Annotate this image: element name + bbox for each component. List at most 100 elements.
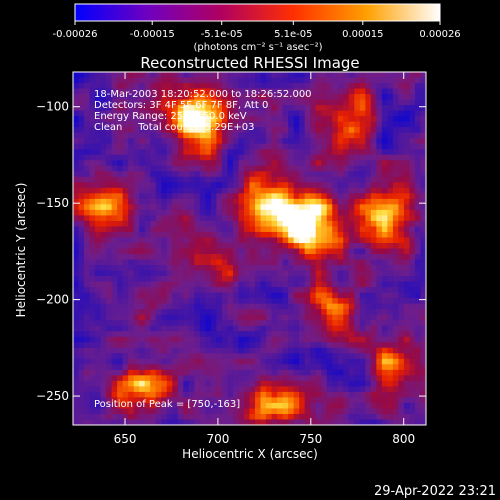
heatmap-cell [387,254,394,261]
heatmap-cell [194,419,201,425]
x-tick-label: 800 [392,432,415,446]
heatmap-cell [387,281,394,288]
heatmap-cell [409,369,416,376]
heatmap-cell [106,127,113,134]
heatmap-cell [337,83,344,90]
heatmap-cell [166,281,173,288]
heatmap-cell [155,309,162,316]
heatmap-cell [337,336,344,343]
heatmap-cell [177,265,184,272]
heatmap-cell [144,419,151,425]
heatmap-cell [282,270,289,277]
heatmap-cell [221,110,229,117]
heatmap-cell [420,254,426,261]
heatmap-cell [122,182,129,189]
heatmap-cell [332,320,339,327]
heatmap-cell [359,419,366,425]
heatmap-cell [210,320,218,327]
heatmap-cell [166,397,173,404]
heatmap-cell [139,336,146,343]
heatmap-cell [205,209,212,217]
heatmap-cell [238,154,245,161]
heatmap-cell [205,391,212,399]
heatmap-cell [266,165,273,172]
heatmap-cell [310,391,317,399]
heatmap-cell [337,276,344,283]
heatmap-cell [194,171,201,178]
heatmap-cell [354,132,361,139]
heatmap-cell [100,364,107,371]
heatmap-cell [288,127,295,134]
heatmap-cell [177,413,184,421]
heatmap-cell [166,314,173,321]
heatmap-cell [420,165,426,172]
heatmap-cell [78,325,85,332]
heatmap-cell [337,259,344,266]
heatmap-cell [122,204,129,211]
heatmap-cell [172,325,179,332]
heatmap-cell [150,127,157,134]
heatmap-cell [100,99,107,106]
heatmap-cell [337,171,344,178]
heatmap-cell [122,353,129,360]
heatmap-cell [365,237,372,244]
heatmap-cell [354,226,361,233]
heatmap-cell [348,116,355,123]
heatmap-cell [89,320,96,327]
heatmap-cell [304,99,311,106]
heatmap-cell [266,248,273,255]
heatmap-cell [183,226,190,233]
heatmap-cell [403,171,411,178]
heatmap-cell [177,331,184,338]
heatmap-cell [106,358,113,365]
heatmap-cell [199,110,206,117]
heatmap-cell [161,276,168,283]
heatmap-cell [128,353,135,360]
heatmap-cell [332,254,339,261]
heatmap-cell [117,270,124,277]
heatmap-cell [84,309,91,316]
heatmap-cell [188,358,195,365]
heatmap-cell [255,127,262,134]
heatmap-cell [266,160,273,167]
heatmap-cell [332,171,339,178]
heatmap-cell [95,171,102,178]
heatmap-cell [221,165,229,172]
heatmap-cell [414,265,422,272]
heatmap-cell [392,160,400,167]
heatmap-cell [155,270,162,277]
heatmap-cell [166,413,173,421]
heatmap-cell [84,198,91,205]
heatmap-cell [188,254,195,261]
heatmap-cell [111,276,118,283]
heatmap-cell [183,314,190,321]
heatmap-cell [266,193,273,200]
heatmap-cell [210,187,218,194]
heatmap-cell [387,242,394,250]
heatmap-cell [128,369,135,376]
heatmap-cell [106,254,113,261]
chart-title: Reconstructed RHESSI Image [140,54,359,72]
heatmap-cell [343,347,350,354]
heatmap-cell [221,342,229,349]
heatmap-cell [321,215,328,222]
heatmap-cell [227,331,234,338]
heatmap-cell [376,347,383,354]
heatmap-cell [100,72,107,79]
heatmap-cell [310,99,317,106]
heatmap-cell [337,138,344,145]
heatmap-cell [95,292,102,299]
heatmap-cell [414,353,422,360]
heatmap-cell [414,358,422,365]
heatmap-cell [73,248,80,255]
heatmap-cell [392,72,400,79]
heatmap-cell [172,419,179,425]
heatmap-cell [89,237,96,244]
heatmap-cell [271,149,278,156]
heatmap-cell [260,127,267,134]
heatmap-cell [243,171,251,178]
heatmap-cell [310,193,317,200]
heatmap-cell [381,176,388,183]
heatmap-cell [128,358,135,365]
heatmap-cell [183,154,190,161]
